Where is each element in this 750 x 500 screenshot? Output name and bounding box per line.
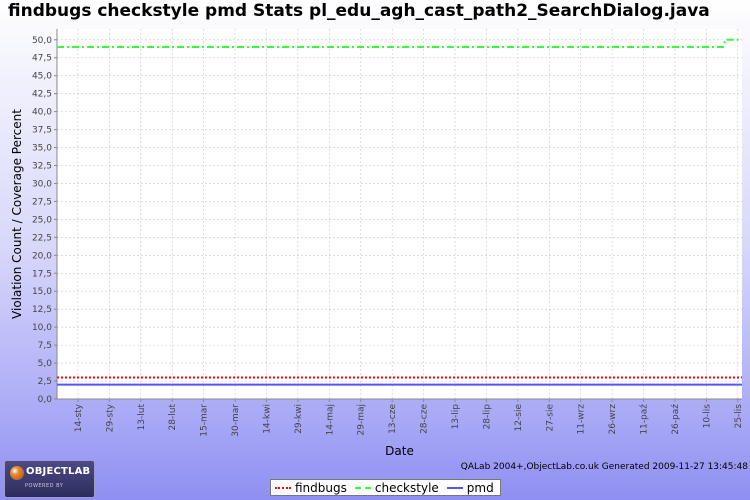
y-tick-label: 27,5 bbox=[32, 197, 52, 207]
y-tick-label: 20,0 bbox=[32, 251, 52, 261]
x-tick-label: 28-lip bbox=[482, 404, 492, 430]
y-tick-label: 30,0 bbox=[32, 179, 52, 189]
x-tick-label: 13-lip bbox=[451, 404, 461, 430]
x-tick-label: 30-mar bbox=[231, 404, 241, 437]
y-tick-label: 42,5 bbox=[32, 90, 52, 100]
legend-label-findbugs: findbugs bbox=[295, 480, 347, 495]
x-tick-label: 27-sie bbox=[545, 404, 555, 432]
x-tick-label: 14-maj bbox=[325, 404, 335, 435]
y-tick-label: 2,5 bbox=[38, 377, 52, 387]
objectlab-logo: OBJECTLAB POWERED BY bbox=[4, 460, 95, 498]
logo-subtext: POWERED BY bbox=[25, 483, 64, 489]
y-tick-label: 17,5 bbox=[32, 269, 52, 279]
x-tick-label: 28-cze bbox=[420, 404, 430, 434]
x-axis-label: Date bbox=[385, 444, 414, 458]
logo-ball-icon bbox=[10, 466, 24, 480]
y-axis-label: Violation Count / Coverage Percent bbox=[10, 109, 24, 319]
series-line-checkstyle bbox=[57, 38, 742, 48]
legend-label-checkstyle: checkstyle bbox=[374, 480, 439, 495]
y-tick-label: 10,0 bbox=[32, 323, 52, 333]
y-tick-label: 40,0 bbox=[32, 108, 52, 118]
y-tick-label: 25,0 bbox=[32, 215, 52, 225]
x-tick-label: 25-lis bbox=[734, 404, 744, 429]
y-tick-label: 50,0 bbox=[32, 36, 52, 46]
generated-timestamp: QALab 2004+,ObjectLab.co.uk Generated 20… bbox=[460, 462, 748, 472]
y-tick-label: 7,5 bbox=[38, 341, 52, 351]
logo-text: OBJECTLAB bbox=[26, 466, 91, 477]
chart-legend: findbugs checkstyle pmd bbox=[270, 479, 501, 496]
legend-swatch-pmd bbox=[446, 486, 463, 489]
legend-item-findbugs: findbugs bbox=[275, 481, 347, 495]
x-tick-label: 29-kwi bbox=[294, 404, 304, 434]
plot-area bbox=[57, 29, 742, 399]
chart-title: findbugs checkstyle pmd Stats pl_edu_agh… bbox=[8, 1, 710, 21]
y-tick-label: 35,0 bbox=[32, 144, 52, 154]
legend-swatch-checkstyle bbox=[354, 486, 371, 489]
x-tick-label: 26-paź bbox=[671, 404, 681, 435]
legend-item-checkstyle: checkstyle bbox=[354, 480, 439, 495]
x-tick-label: 26-wrz bbox=[608, 404, 618, 435]
y-tick-label: 47,5 bbox=[32, 54, 52, 64]
legend-swatch-findbugs bbox=[275, 486, 291, 489]
x-tick-label: 12-sie bbox=[514, 404, 524, 432]
x-tick-label: 14-kwi bbox=[262, 404, 272, 434]
x-tick-label: 10-lis bbox=[702, 404, 712, 429]
y-tick-label: 45,0 bbox=[32, 72, 52, 82]
x-tick-label: 14-sty bbox=[74, 403, 84, 432]
legend-label-pmd: pmd bbox=[466, 480, 494, 495]
y-tick-label: 5,0 bbox=[38, 359, 53, 369]
y-tick-label: 15,0 bbox=[32, 287, 52, 297]
y-tick-label: 12,5 bbox=[32, 305, 52, 315]
x-tick-label: 11-wrz bbox=[577, 404, 587, 435]
x-tick-label: 28-lut bbox=[168, 404, 178, 431]
y-tick-label: 37,5 bbox=[32, 126, 52, 136]
x-tick-label: 13-lut bbox=[137, 404, 147, 431]
x-tick-label: 11-paź bbox=[640, 404, 650, 435]
legend-item-pmd: pmd bbox=[446, 480, 494, 495]
x-tick-label: 15-mar bbox=[200, 404, 210, 437]
y-tick-label: 22,5 bbox=[32, 233, 52, 243]
x-tick-label: 13-cze bbox=[388, 404, 398, 434]
x-tick-label: 29-sty bbox=[105, 403, 115, 432]
x-tick-label: 29-maj bbox=[357, 404, 367, 435]
y-tick-label: 32,5 bbox=[32, 162, 52, 172]
y-tick-label: 0,0 bbox=[38, 395, 53, 405]
